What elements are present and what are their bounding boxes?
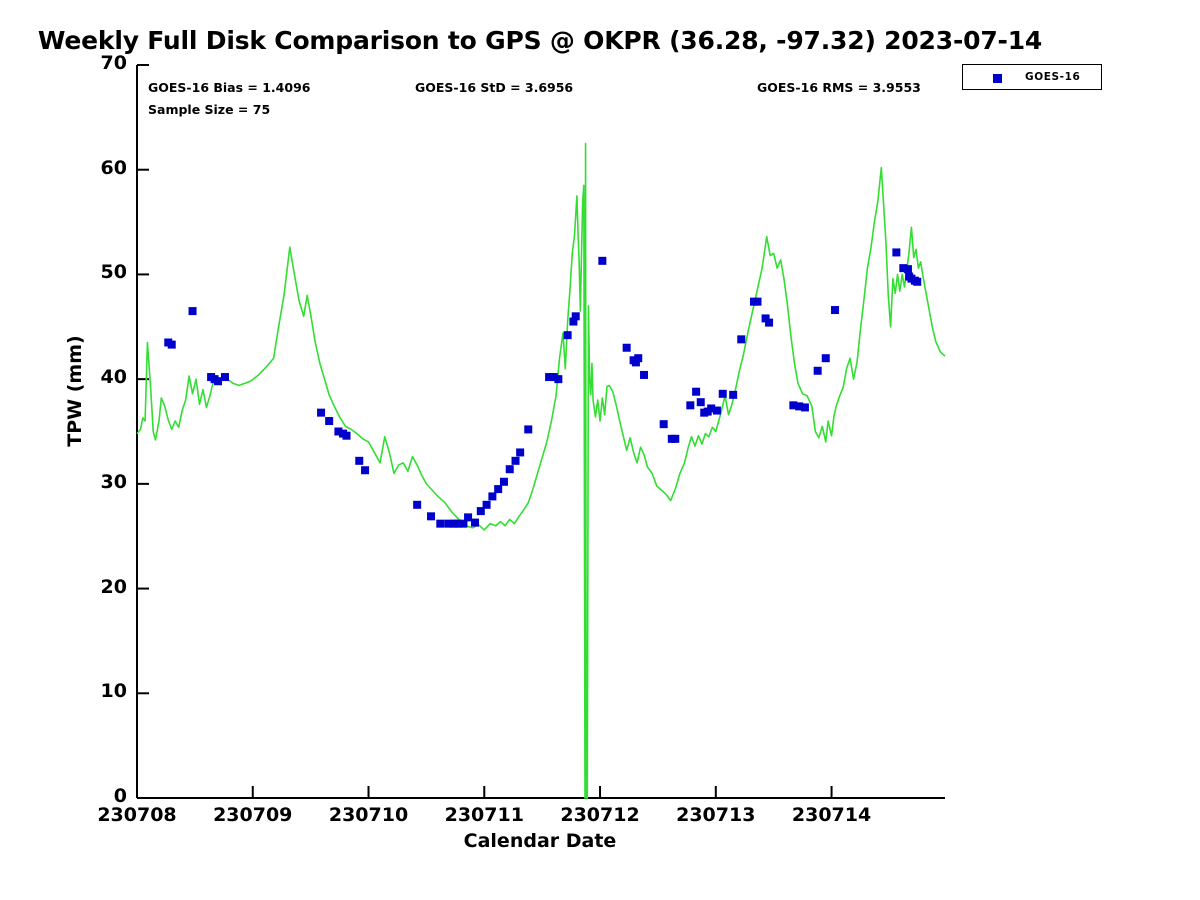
goes16-data-point (634, 354, 643, 363)
goes16-data-point (707, 404, 716, 413)
x-tick-label: 230708 (97, 804, 177, 826)
x-tick-label: 230712 (560, 804, 640, 826)
goes16-data-point (765, 318, 774, 327)
goes16-data-point (789, 401, 798, 410)
y-tick-label: 40 (100, 366, 127, 389)
goes16-data-point (476, 507, 485, 516)
goes16-data-point (488, 492, 497, 501)
goes16-data-point (640, 370, 649, 379)
stat-sample-size: Sample Size = 75 (148, 102, 271, 117)
y-tick-label: 70 (100, 52, 127, 74)
goes16-data-point (413, 500, 422, 509)
x-tick-label: 230709 (213, 804, 293, 826)
goes16-data-point (516, 448, 525, 457)
goes16-data-point (355, 456, 364, 465)
goes16-data-point (795, 402, 804, 411)
goes16-data-point (342, 431, 351, 440)
goes16-data-point (554, 375, 563, 384)
x-tick-label: 230714 (791, 804, 872, 826)
goes16-data-point (220, 373, 229, 382)
x-axis-label: Calendar Date (463, 830, 617, 852)
goes16-data-point (471, 518, 480, 527)
x-axis-ticks (136, 786, 833, 798)
goes16-data-point (831, 306, 840, 315)
series-gps-line (136, 142, 946, 799)
goes16-data-point (686, 401, 695, 410)
y-tick-label: 0 (113, 785, 127, 807)
goes16-data-point (598, 256, 607, 265)
goes16-data-point (167, 340, 176, 349)
y-tick-label: 50 (100, 261, 127, 284)
series-goes16-markers (164, 248, 922, 528)
goes16-data-point (436, 519, 445, 528)
goes16-data-point (622, 343, 631, 352)
goes16-data-point (317, 408, 326, 417)
goes16-data-point (188, 307, 197, 316)
goes16-data-point (753, 297, 762, 306)
goes16-data-point (334, 427, 343, 436)
stat-rms: GOES-16 RMS = 3.9553 (757, 80, 921, 95)
goes16-data-point (712, 406, 721, 415)
goes16-data-point (903, 265, 912, 274)
goes16-data-point (459, 519, 468, 528)
goes16-data-point (563, 331, 572, 340)
goes16-data-point (549, 373, 558, 382)
goes16-data-point (464, 513, 473, 522)
page-title: Weekly Full Disk Comparison to GPS @ OKP… (37, 26, 1043, 55)
stat-std: GOES-16 StD = 3.6956 (415, 80, 574, 95)
goes16-data-point (214, 377, 223, 386)
goes16-data-point (505, 465, 514, 474)
y-tick-label: 10 (100, 680, 127, 703)
goes16-data-point (453, 519, 462, 528)
goes16-data-point (569, 317, 578, 326)
goes16-data-point (499, 477, 508, 486)
goes16-data-point (696, 398, 705, 407)
goes16-data-point (545, 373, 554, 382)
goes16-data-point (813, 366, 822, 375)
goes16-data-point (427, 512, 436, 521)
goes16-data-point (692, 387, 701, 396)
y-tick-label: 30 (100, 470, 127, 493)
goes16-data-point (821, 354, 830, 363)
goes16-data-point (718, 389, 727, 398)
goes16-data-point (737, 335, 746, 344)
gps-line (136, 142, 946, 799)
x-tick-label: 230710 (328, 804, 409, 826)
goes16-data-point (444, 519, 453, 528)
goes16-data-point (899, 264, 908, 273)
axis-lines (136, 65, 945, 799)
goes16-data-point (671, 434, 680, 443)
goes16-data-point (571, 312, 580, 321)
goes16-data-point (511, 456, 520, 465)
goes16-data-point (892, 248, 901, 257)
y-tick-label: 60 (100, 156, 127, 179)
goes16-data-point (913, 277, 922, 286)
y-axis-ticks (137, 64, 149, 799)
y-axis-label: TPW (mm) (64, 335, 86, 447)
legend-swatch-goes16-icon (993, 74, 1002, 83)
goes16-data-point (524, 425, 533, 434)
goes16-data-point (482, 500, 491, 509)
goes16-data-point (729, 390, 738, 399)
goes16-data-point (494, 485, 503, 494)
goes16-data-point (761, 314, 770, 323)
legend-label-goes16: GOES-16 (1025, 71, 1081, 83)
legend: GOES-16 (962, 64, 1102, 90)
goes16-data-point (905, 272, 914, 281)
goes16-data-point (800, 403, 809, 412)
goes16-data-point (659, 420, 668, 429)
goes16-data-point (631, 358, 640, 367)
goes16-data-point (325, 417, 334, 426)
x-tick-label: 230711 (444, 804, 524, 826)
goes16-data-point (361, 466, 370, 475)
stat-bias: GOES-16 Bias = 1.4096 (148, 80, 311, 95)
y-tick-label: 20 (100, 575, 127, 598)
x-tick-label: 230713 (676, 804, 756, 826)
